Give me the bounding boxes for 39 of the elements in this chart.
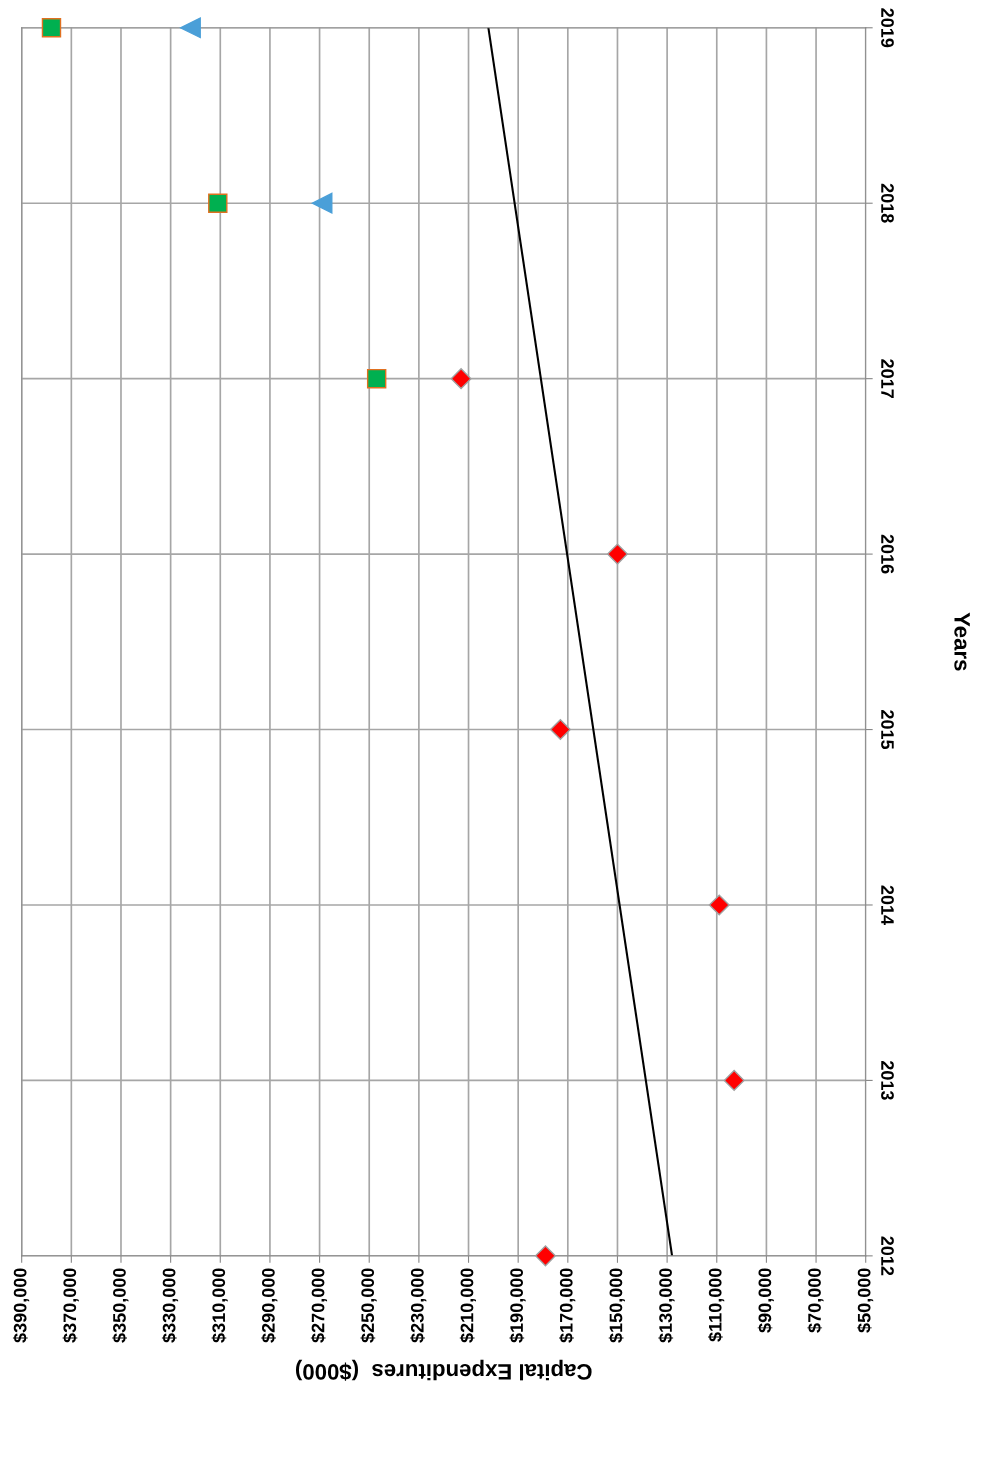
x-tick-label: $230,000 [410,1268,427,1343]
point [723,1069,745,1091]
y-axis-title: Years [954,612,970,671]
x-tick-label: $370,000 [62,1268,79,1343]
point [450,368,472,390]
x-axis-title: Capital Expenditures ($000) [295,1359,592,1381]
x-tick-label: $210,000 [459,1268,476,1343]
y-tick-label: 2019 [881,8,894,48]
y-tick-label: 2014 [881,885,894,925]
x-tick-label: $270,000 [310,1268,328,1343]
y-tick-label: 2016 [881,534,894,574]
x-tick-label: $190,000 [509,1268,526,1343]
x-tick-label: $350,000 [112,1268,129,1343]
x-tick-label: $50,000 [856,1268,874,1333]
y-tick-label: 2018 [881,183,894,223]
y-tick-label: 2013 [881,1060,894,1100]
y-tick-label: 2012 [881,1236,894,1276]
point [41,18,62,38]
point [180,17,201,39]
x-tick-label: $310,000 [211,1268,228,1343]
x-tick-label: $130,000 [658,1268,675,1343]
point [708,894,730,916]
x-tick-label: $70,000 [807,1268,824,1333]
x-tick-label: $330,000 [161,1268,179,1343]
point [534,1245,556,1267]
x-tick-label: $150,000 [608,1268,625,1343]
y-tick-label: 2015 [881,710,894,750]
x-tick-label: $290,000 [261,1268,278,1343]
x-tick-label: $110,000 [708,1268,725,1342]
point [311,192,333,214]
x-tick-label: $390,000 [12,1268,30,1343]
point [366,368,387,389]
x-tick-label: $250,000 [360,1268,377,1343]
x-tick-label: $170,000 [559,1268,576,1343]
y-tick-label: 2017 [881,359,894,398]
x-tick-label: $90,000 [757,1268,774,1333]
point [606,543,628,565]
point [208,193,228,213]
point [549,719,571,741]
